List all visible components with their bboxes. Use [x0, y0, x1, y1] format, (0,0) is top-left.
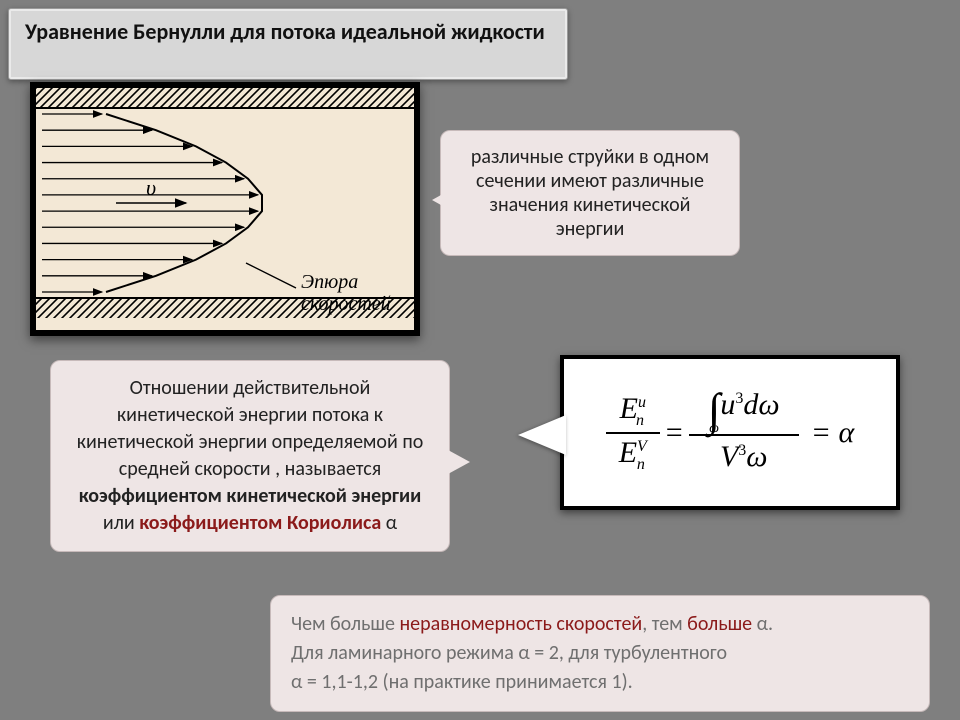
callout-coriolis: Отношении действительной кинетической эн… [50, 360, 450, 552]
title-text: Уравнение Бернулли для потока идеальной … [25, 18, 545, 45]
callout-coriolis-tail [448, 450, 470, 474]
callout-streams: различные струйки в одном сечении имеют … [440, 130, 740, 256]
formula-tail [518, 415, 566, 455]
svg-text:υ: υ [146, 175, 156, 200]
callout-streams-tail [432, 190, 450, 210]
callout-streams-text: различные струйки в одном сечении имеют … [471, 145, 709, 241]
coriolis-coefficient-formula: Eu nEV n=∫ωu3dωV3ω= α [560, 355, 900, 510]
svg-text:скоростей: скоростей [301, 293, 391, 315]
velocity-profile-figure: υ Эпюраскоростей [30, 82, 420, 336]
slide-title: Уравнение Бернулли для потока идеальной … [8, 8, 568, 80]
velocity-profile-svg: υ Эпюраскоростей [36, 88, 414, 330]
footer-note: Чем больше неравномерность скоростей, те… [270, 595, 930, 712]
svg-text:Эпюра: Эпюра [301, 271, 358, 293]
